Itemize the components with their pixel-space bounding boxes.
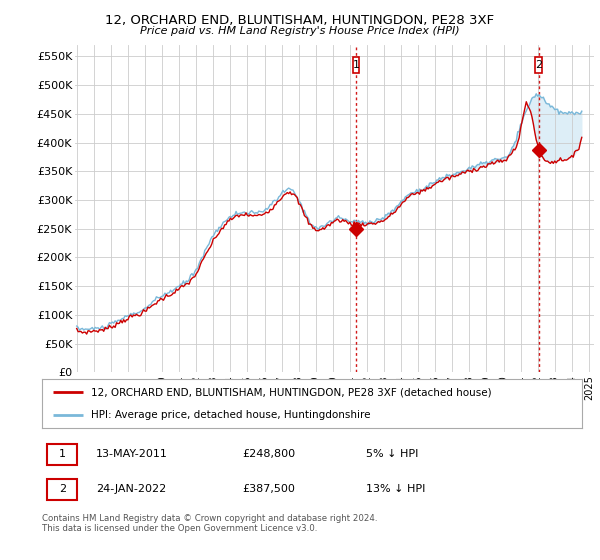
Text: 12, ORCHARD END, BLUNTISHAM, HUNTINGDON, PE28 3XF (detached house): 12, ORCHARD END, BLUNTISHAM, HUNTINGDON,… — [91, 388, 491, 398]
Text: HPI: Average price, detached house, Huntingdonshire: HPI: Average price, detached house, Hunt… — [91, 410, 370, 420]
FancyBboxPatch shape — [353, 57, 359, 73]
Text: 12, ORCHARD END, BLUNTISHAM, HUNTINGDON, PE28 3XF: 12, ORCHARD END, BLUNTISHAM, HUNTINGDON,… — [106, 14, 494, 27]
FancyBboxPatch shape — [535, 57, 542, 73]
Text: Price paid vs. HM Land Registry's House Price Index (HPI): Price paid vs. HM Land Registry's House … — [140, 26, 460, 36]
FancyBboxPatch shape — [47, 479, 77, 500]
Text: £387,500: £387,500 — [242, 484, 295, 494]
Text: 2: 2 — [535, 60, 542, 70]
Text: 1: 1 — [59, 450, 66, 459]
Text: 13-MAY-2011: 13-MAY-2011 — [96, 450, 168, 459]
Text: 13% ↓ HPI: 13% ↓ HPI — [366, 484, 425, 494]
Text: 5% ↓ HPI: 5% ↓ HPI — [366, 450, 418, 459]
Text: 1: 1 — [353, 60, 359, 70]
Text: 2: 2 — [59, 484, 66, 494]
Text: 24-JAN-2022: 24-JAN-2022 — [96, 484, 166, 494]
FancyBboxPatch shape — [47, 444, 77, 465]
Text: £248,800: £248,800 — [242, 450, 295, 459]
Text: Contains HM Land Registry data © Crown copyright and database right 2024.
This d: Contains HM Land Registry data © Crown c… — [42, 514, 377, 534]
